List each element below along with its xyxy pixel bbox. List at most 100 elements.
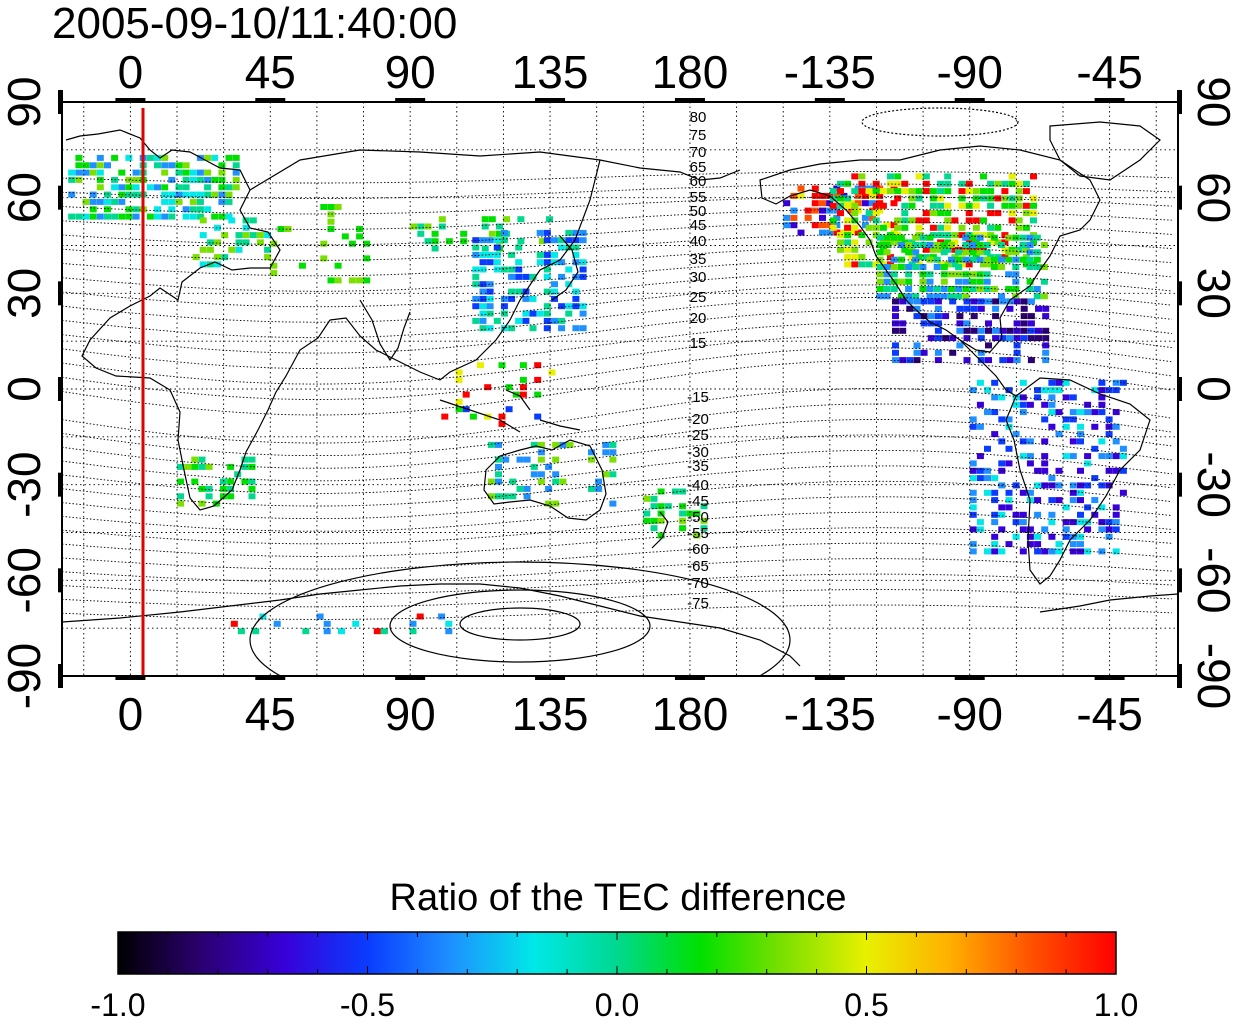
tec-cell bbox=[965, 188, 973, 195]
tec-cell bbox=[227, 463, 235, 470]
tec-cell bbox=[1069, 541, 1077, 548]
tec-cell bbox=[104, 206, 111, 213]
tec-cell bbox=[565, 266, 573, 273]
tec-cell bbox=[1041, 460, 1049, 467]
tec-cell bbox=[1105, 416, 1113, 423]
bottom-tick-mark bbox=[814, 675, 845, 680]
tec-cell bbox=[218, 184, 226, 191]
tec-cell bbox=[249, 232, 257, 239]
mag-lat-label: 75 bbox=[690, 127, 707, 144]
tec-cell bbox=[191, 463, 199, 470]
tec-cell bbox=[495, 478, 502, 485]
tec-cell bbox=[851, 239, 859, 246]
tec-cell bbox=[1019, 256, 1027, 263]
tec-cell bbox=[1030, 210, 1037, 217]
y-tick-label-left: 30 bbox=[0, 268, 50, 319]
tec-cell bbox=[984, 387, 991, 394]
tec-cell bbox=[1105, 431, 1113, 438]
tec-cell bbox=[972, 202, 980, 209]
tec-cell bbox=[565, 281, 573, 288]
tec-cell bbox=[643, 495, 651, 502]
tec-cell bbox=[797, 192, 805, 199]
tec-cell bbox=[976, 271, 984, 278]
tec-cell bbox=[991, 519, 999, 526]
y-axis-right: 90 60 30 0 -30 -60 -90 bbox=[1188, 76, 1240, 709]
tec-cell bbox=[980, 173, 987, 180]
mag-lat-label: 20 bbox=[690, 310, 707, 327]
tec-cell bbox=[965, 261, 973, 268]
tec-cell bbox=[522, 295, 530, 302]
tec-cell bbox=[998, 242, 1005, 248]
mag-contour bbox=[62, 360, 1172, 416]
tec-cell bbox=[664, 503, 672, 510]
tec-cell bbox=[205, 463, 213, 470]
tec-cell bbox=[906, 298, 914, 305]
tec-cell bbox=[1112, 453, 1120, 460]
tec-cell bbox=[991, 409, 999, 416]
tec-cell bbox=[883, 264, 891, 270]
tec-cell bbox=[984, 467, 991, 474]
tec-cell bbox=[1026, 438, 1034, 445]
tec-cell bbox=[920, 349, 928, 356]
tec-cell bbox=[905, 249, 913, 256]
tec-cell bbox=[529, 310, 537, 317]
colorbar-title: Ratio of the TEC difference bbox=[390, 877, 847, 919]
tec-cell bbox=[1091, 511, 1099, 518]
tec-cell bbox=[1091, 475, 1099, 482]
tec-cell bbox=[1034, 394, 1042, 401]
tec-cell bbox=[679, 488, 687, 495]
tec-cell bbox=[976, 278, 984, 285]
tec-cell bbox=[249, 217, 257, 224]
tec-cell bbox=[844, 246, 852, 253]
tec-cell bbox=[168, 191, 176, 198]
tec-cell bbox=[211, 154, 219, 161]
tec-cell bbox=[204, 169, 212, 176]
tec-cell bbox=[111, 198, 119, 205]
x-tick-label: -45 bbox=[1076, 688, 1142, 740]
tec-cell bbox=[970, 313, 978, 320]
tec-cell bbox=[495, 471, 502, 478]
tec-cell bbox=[783, 214, 791, 221]
tec-cell bbox=[944, 224, 952, 231]
tec-cell bbox=[219, 485, 227, 492]
tec-cell bbox=[523, 485, 531, 492]
tec-cell bbox=[252, 628, 260, 635]
tec-cell bbox=[1062, 533, 1070, 540]
tec-cell bbox=[522, 317, 530, 324]
tec-cell bbox=[790, 192, 798, 199]
tec-cell bbox=[991, 475, 999, 482]
tec-cell bbox=[934, 335, 942, 342]
tec-cell bbox=[958, 195, 966, 202]
tec-cell bbox=[940, 286, 948, 292]
x-tick-label: -90 bbox=[936, 46, 1002, 98]
tec-cell bbox=[502, 456, 510, 463]
tec-cell bbox=[1001, 232, 1009, 239]
tec-cell bbox=[1112, 519, 1120, 526]
tec-cell bbox=[225, 198, 233, 205]
tec-cell bbox=[199, 232, 207, 239]
tec-cell bbox=[1098, 504, 1106, 511]
tec-cell bbox=[493, 259, 501, 266]
tec-cell bbox=[1119, 489, 1127, 496]
tec-cell bbox=[1098, 453, 1106, 460]
tec-cell bbox=[529, 295, 537, 302]
tec-cell bbox=[826, 200, 834, 207]
mag-lat-label: -55 bbox=[687, 525, 709, 542]
tec-cell bbox=[196, 213, 204, 220]
tec-cell bbox=[558, 273, 566, 280]
tec-cell bbox=[479, 295, 487, 302]
tec-cell bbox=[1098, 379, 1106, 386]
tec-cell bbox=[1001, 246, 1009, 253]
tec-cell bbox=[985, 357, 992, 364]
mag-contour bbox=[62, 419, 1172, 469]
tec-cell bbox=[558, 325, 566, 332]
tec-cell bbox=[1026, 453, 1034, 460]
tec-cell bbox=[232, 184, 240, 191]
tec-cell bbox=[998, 416, 1006, 423]
tec-cell bbox=[920, 298, 928, 305]
tec-cell bbox=[228, 217, 236, 224]
tec-cell bbox=[1048, 423, 1056, 430]
tec-cell bbox=[983, 286, 991, 292]
tec-cell bbox=[519, 362, 527, 369]
tec-cell bbox=[175, 191, 183, 198]
